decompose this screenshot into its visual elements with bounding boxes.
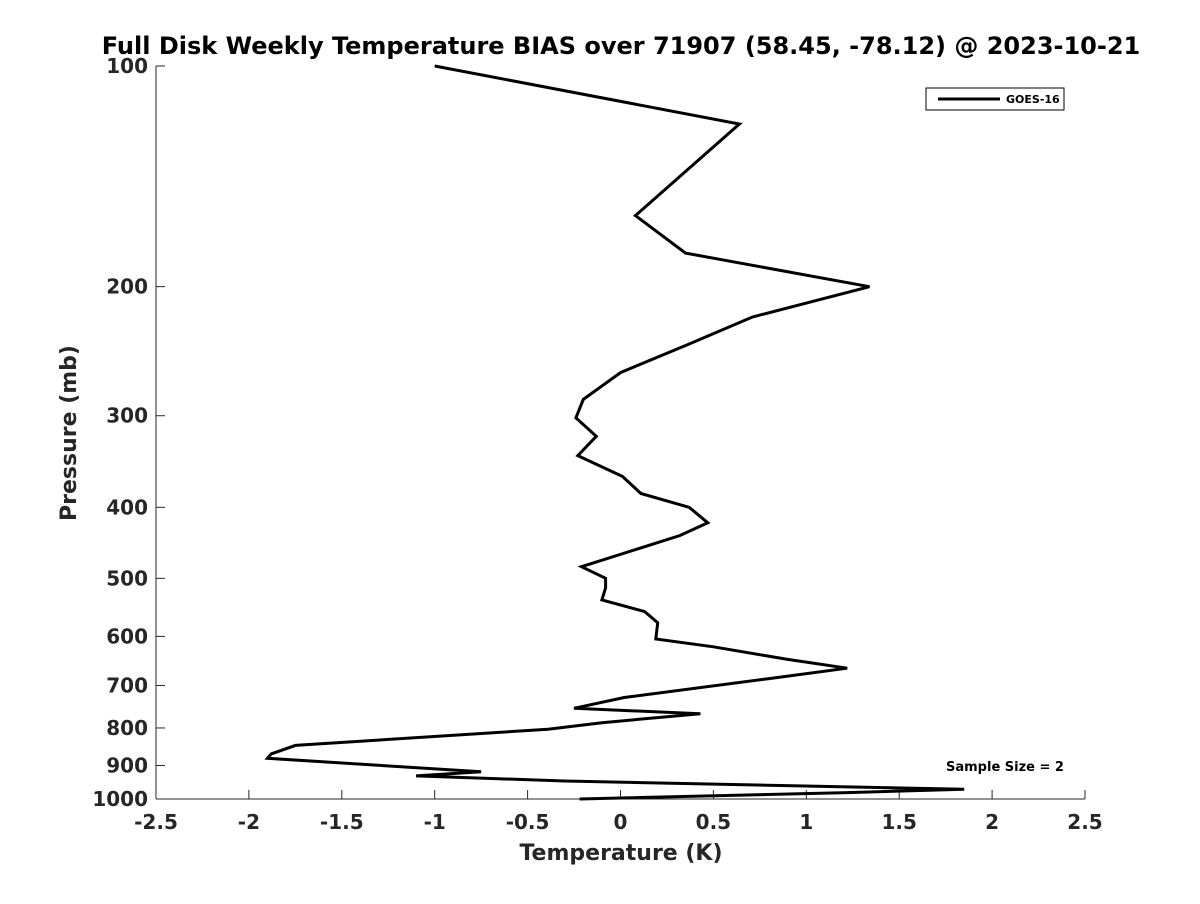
- x-tick-label: 0: [614, 810, 628, 834]
- y-tick-label: 400: [106, 495, 148, 519]
- x-tick-label: -1: [424, 810, 446, 834]
- x-tick-label: -2: [238, 810, 260, 834]
- axis-ticks: -2.5 -2 -1.5 -1 -0.5 0 0.5 1 1.5 2 2.5 100 200 300 400…: [92, 54, 1102, 834]
- y-tick-label: 300: [106, 404, 148, 428]
- y-tick-label: 600: [106, 624, 148, 648]
- x-tick-label: -2.5: [134, 810, 178, 834]
- x-tick-label: 1: [799, 810, 813, 834]
- series-line-goes-16: [264, 64, 965, 801]
- y-tick-label: 1000: [92, 787, 148, 811]
- y-tick-label: 800: [106, 716, 148, 740]
- y-tick-label: 500: [106, 566, 148, 590]
- y-axis-title: Pressure (mb): [57, 345, 82, 521]
- legend: GOES-16: [925, 87, 1065, 111]
- x-tick-label: -0.5: [506, 810, 550, 834]
- x-tick-label: 2.5: [1067, 810, 1102, 834]
- legend-label: GOES-16: [1006, 93, 1060, 106]
- y-tick-label: 200: [106, 275, 148, 299]
- y-tick-label: 700: [106, 673, 148, 697]
- sample-size-annotation: Sample Size = 2: [946, 760, 1064, 775]
- x-tick-label: 1.5: [881, 810, 916, 834]
- y-tick-label: 900: [106, 753, 148, 777]
- x-axis-title: Temperature (K): [519, 841, 722, 866]
- y-tick-label: 100: [106, 54, 148, 78]
- x-tick-label: -1.5: [320, 810, 364, 834]
- series-lines: [264, 64, 965, 801]
- chart-title: Full Disk Weekly Temperature BIAS over 7…: [102, 32, 1141, 60]
- x-tick-label: 2: [985, 810, 999, 834]
- x-tick-label: 0.5: [696, 810, 731, 834]
